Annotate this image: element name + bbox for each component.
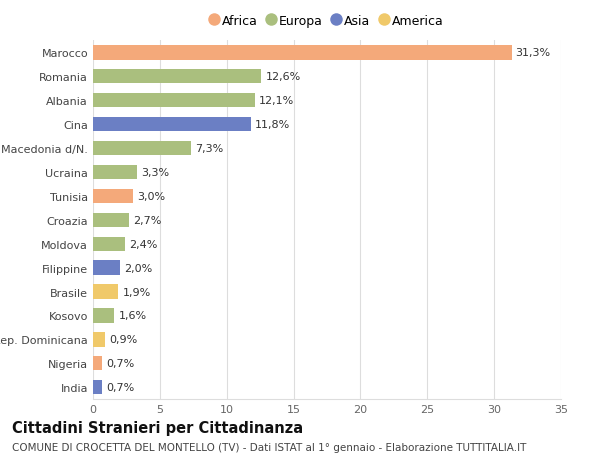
Text: 2,0%: 2,0% bbox=[124, 263, 152, 273]
Bar bbox=[93, 308, 115, 323]
Text: 12,6%: 12,6% bbox=[265, 72, 301, 82]
Text: 2,4%: 2,4% bbox=[129, 239, 157, 249]
Bar bbox=[93, 46, 512, 61]
Text: 11,8%: 11,8% bbox=[255, 120, 290, 130]
Text: 0,9%: 0,9% bbox=[109, 335, 137, 345]
Text: 1,6%: 1,6% bbox=[118, 311, 146, 321]
Bar bbox=[93, 213, 129, 228]
Text: 0,7%: 0,7% bbox=[106, 358, 134, 369]
Bar bbox=[93, 118, 251, 132]
Bar bbox=[93, 332, 105, 347]
Text: 31,3%: 31,3% bbox=[515, 48, 551, 58]
Bar bbox=[93, 261, 120, 275]
Text: 2,7%: 2,7% bbox=[133, 215, 161, 225]
Bar bbox=[93, 356, 103, 371]
Text: 3,3%: 3,3% bbox=[141, 168, 169, 178]
Bar bbox=[93, 94, 255, 108]
Text: 1,9%: 1,9% bbox=[122, 287, 151, 297]
Text: Cittadini Stranieri per Cittadinanza: Cittadini Stranieri per Cittadinanza bbox=[12, 420, 303, 435]
Text: COMUNE DI CROCETTA DEL MONTELLO (TV) - Dati ISTAT al 1° gennaio - Elaborazione T: COMUNE DI CROCETTA DEL MONTELLO (TV) - D… bbox=[12, 442, 526, 452]
Bar bbox=[93, 165, 137, 180]
Bar bbox=[93, 285, 118, 299]
Bar bbox=[93, 70, 262, 84]
Bar bbox=[93, 380, 103, 395]
Text: 3,0%: 3,0% bbox=[137, 191, 165, 202]
Text: 7,3%: 7,3% bbox=[194, 144, 223, 154]
Text: 0,7%: 0,7% bbox=[106, 382, 134, 392]
Bar bbox=[93, 189, 133, 204]
Legend: Africa, Europa, Asia, America: Africa, Europa, Asia, America bbox=[211, 15, 443, 28]
Text: 12,1%: 12,1% bbox=[259, 96, 294, 106]
Bar bbox=[93, 141, 191, 156]
Bar bbox=[93, 237, 125, 252]
